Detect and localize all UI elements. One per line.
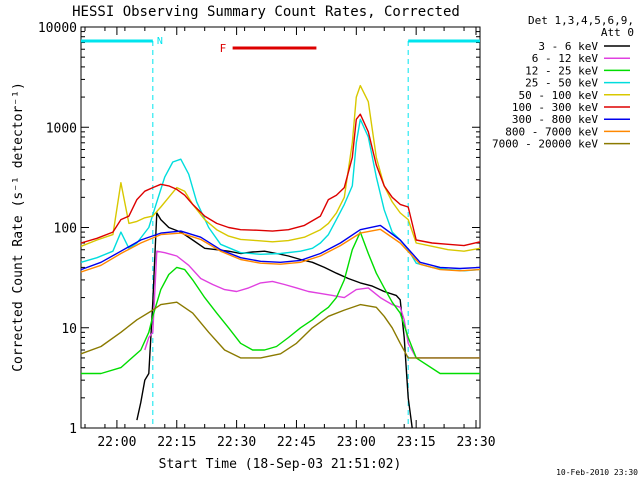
x-tick-label: 22:15 [157, 435, 196, 450]
x-tick-label: 23:00 [337, 435, 376, 450]
x-tick-label: 22:30 [217, 435, 256, 450]
series-line-0 [136, 212, 413, 429]
flare-label: F [220, 42, 227, 55]
x-axis-label: Start Time (18-Sep-03 21:51:02) [159, 457, 402, 472]
footer-date: 10-Feb-2010 23:30 [556, 468, 638, 477]
legend-label: 6 - 12 keV [532, 52, 599, 65]
x-tick-label: 22:00 [97, 435, 136, 450]
legend-label: 50 - 100 keV [519, 89, 599, 102]
series-line-4 [80, 84, 481, 252]
legend-label: 800 - 7000 keV [505, 125, 598, 138]
y-axis-label: Corrected Count Rate (s⁻¹ detector⁻¹) [11, 82, 26, 372]
legend-label: 25 - 50 keV [525, 77, 598, 90]
x-tick-label: 22:45 [277, 435, 316, 450]
series-line-1 [144, 250, 480, 359]
series-line-5 [80, 113, 481, 247]
legend-label: 3 - 6 keV [538, 40, 598, 53]
plot-frame [80, 26, 481, 429]
series-line-2 [81, 231, 480, 375]
chart-title: HESSI Observing Summary Count Rates, Cor… [72, 4, 460, 20]
legend-header-line-1: Det 1,3,4,5,6,9, [528, 14, 634, 27]
y-tick-label: 100 [54, 222, 77, 237]
plot-area: 1 10 100 1000 10000 22:00 22:15 22:30 22:45 23:00… [38, 21, 630, 450]
legend-label: 7000 - 20000 keV [492, 138, 598, 151]
x-tick-label: 23:15 [397, 435, 436, 450]
night-label: N [157, 36, 163, 47]
legend-label: 12 - 25 keV [525, 64, 598, 77]
x-tick-label: 23:30 [456, 435, 495, 450]
y-tick-label: 1000 [46, 121, 77, 136]
y-tick-label: 1 [69, 422, 77, 437]
series-line-6 [80, 224, 481, 271]
series-line-8 [80, 301, 480, 359]
series-line-7 [80, 228, 481, 273]
y-tick-label: 10000 [38, 21, 77, 36]
legend-label: 300 - 800 keV [512, 113, 598, 126]
legend-label: 100 - 300 keV [512, 101, 598, 114]
legend-header-line-2: Att 0 [601, 26, 634, 39]
y-tick-label: 10 [61, 322, 77, 337]
